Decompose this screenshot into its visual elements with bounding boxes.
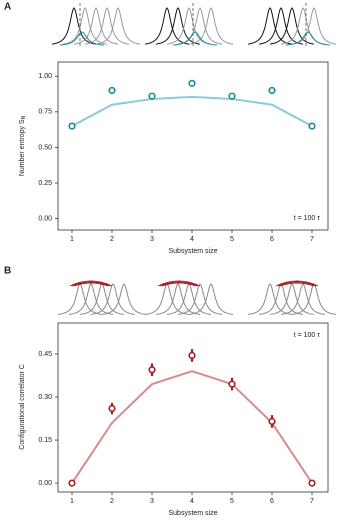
icon-peak [90,283,136,315]
x-tick-label: 5 [230,236,234,243]
y-tick-label: 0.15 [38,437,52,444]
icon-arc [159,281,199,287]
x-tick-label: 2 [110,498,114,505]
x-axis-label: Subsystem size [168,510,217,517]
y-tick-label: 0.00 [38,215,52,222]
y-axis-label-sub: N [21,115,27,119]
icon-arc [73,282,109,287]
icon-peak [269,7,315,45]
panel-label: B [4,266,11,277]
icon-peak [280,283,326,315]
icon-arc [277,281,317,287]
data-point [188,351,196,360]
data-point [308,122,316,130]
x-tick-label: 7 [310,498,314,505]
icon-peak [51,7,97,45]
icon-peak [258,7,304,45]
data-point [148,92,156,100]
icon-peak [62,7,108,45]
y-tick-label: 0.45 [38,351,52,358]
model-line [71,370,313,484]
y-tick-label: 0.75 [38,109,52,116]
icon-arc [71,281,111,287]
data-point [148,366,156,374]
icon-peak [172,31,218,46]
icon-arc [275,280,319,287]
x-tick-label: 5 [230,498,234,505]
icon-peak [95,7,141,45]
plot-frame [57,322,329,493]
data-point [228,92,236,100]
panel-label: A [4,2,11,13]
icon-peak [269,283,315,315]
x-tick-label: 4 [190,498,194,505]
data-point [188,79,196,87]
x-tick-label: 6 [270,236,274,243]
data-point [108,404,116,413]
icon-peak [247,283,293,315]
icon-peak [188,7,234,45]
icon-arc [157,280,201,287]
x-tick-label: 1 [70,236,74,243]
data-point [268,417,276,426]
icon-peak [177,283,223,315]
model-line [71,95,313,127]
icon-peak [285,31,331,46]
y-tick-label: 0.30 [38,394,52,401]
y-tick-label: 0.25 [38,180,52,187]
data-point [268,86,276,95]
icon-peak [68,283,114,315]
x-tick-label: 3 [150,236,154,243]
icon-peak [188,283,234,315]
icon-arc [161,282,197,287]
icon-peak [155,7,201,45]
x-tick-label: 2 [110,236,114,243]
x-tick-label: 3 [150,498,154,505]
y-tick-label: 0.00 [38,480,52,487]
plot-frame [57,61,329,231]
y-tick-label: 0.50 [38,144,52,151]
icon-arc [279,282,315,287]
x-tick-label: 1 [70,498,74,505]
annotation: t = 100 τ [294,215,321,222]
icon-peak [73,7,119,45]
x-tick-label: 4 [190,236,194,243]
y-axis-label: Number entropy SN [19,115,27,176]
data-point [308,479,316,487]
icon-peak [59,31,105,46]
data-point [108,86,116,95]
icon-peak [155,283,201,315]
data-point [68,479,76,487]
data-point [228,380,236,388]
y-tick-label: 1.00 [38,73,52,80]
x-axis-label: Subsystem size [168,248,217,255]
y-axis-label-text: Number entropy S [19,119,26,176]
annotation: t = 100 τ [294,332,321,339]
icon-peak [144,7,190,45]
x-tick-label: 6 [270,498,274,505]
x-tick-label: 7 [310,236,314,243]
data-point [68,122,76,130]
icon-peak [247,7,293,45]
y-axis-label: Configurational correlator C [19,364,26,450]
icon-arc [69,280,113,287]
icon-peak [101,283,147,315]
